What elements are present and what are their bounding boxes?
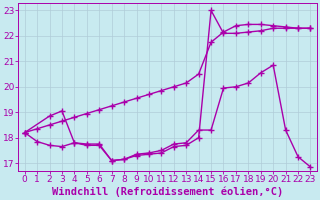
X-axis label: Windchill (Refroidissement éolien,°C): Windchill (Refroidissement éolien,°C)	[52, 187, 283, 197]
